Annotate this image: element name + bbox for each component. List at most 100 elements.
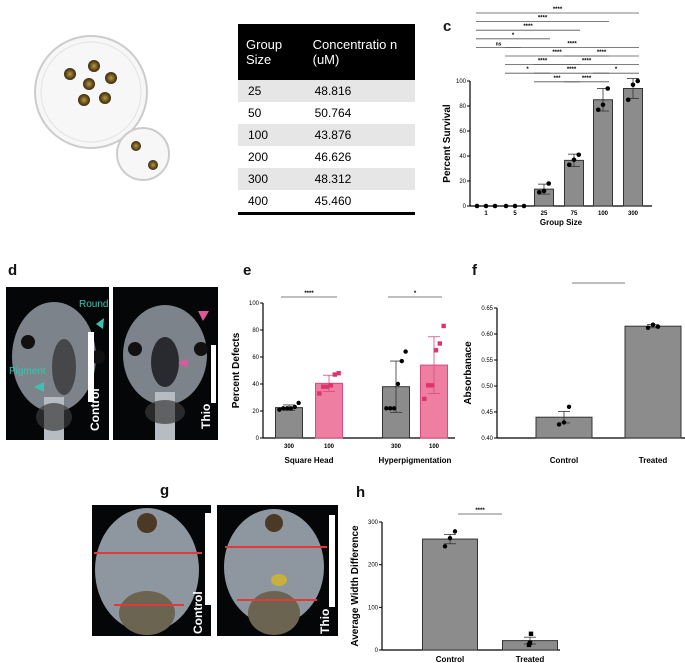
y-tick-label: 200 (368, 563, 379, 569)
scale-bar (211, 345, 216, 403)
data-point (492, 203, 498, 209)
small-petri-dish (116, 127, 170, 181)
significance-label: **** (553, 7, 563, 13)
table-row: 400 45.460 (238, 190, 415, 215)
data-point (296, 400, 301, 406)
bar (275, 407, 303, 439)
cell: 50 (248, 106, 262, 120)
data-point (317, 391, 322, 396)
pink-arrow-icon (198, 311, 209, 321)
data-point (655, 324, 661, 329)
y-tick-label: 40 (252, 382, 259, 388)
significance-label: **** (582, 59, 592, 65)
y-tick-label: 40 (459, 154, 466, 160)
data-point (399, 358, 404, 364)
pink-arrow-icon (178, 358, 188, 368)
data-point (433, 348, 439, 353)
y-tick-label: 0 (463, 204, 467, 210)
significance-label: **** (597, 50, 607, 56)
data-point (441, 323, 446, 329)
data-point (521, 203, 527, 209)
pigment-arrow-icon (34, 382, 44, 392)
y-axis-title: Percent Defects (231, 332, 242, 408)
significance-label: *** (553, 76, 561, 82)
data-point (630, 82, 636, 88)
table-row: 25 48.816 (238, 80, 415, 102)
group-label: Hyperpigmentation (379, 456, 452, 465)
y-tick-label: 80 (459, 104, 466, 110)
x-tick-label: 300 (391, 444, 402, 450)
y-tick-label: 0 (375, 648, 379, 654)
x-tick-label: 100 (598, 211, 609, 217)
concentration-table: Group Size Concentratio n (uM) 25 48.816 5… (238, 24, 415, 215)
x-tick-label: 25 (541, 211, 548, 217)
bar (422, 538, 478, 651)
cell: 300 (238, 168, 305, 190)
data-point (429, 383, 435, 388)
bar (624, 325, 682, 439)
cell: 25 (238, 80, 305, 102)
chart-percent-defects: 0 20 40 60 80 100 Percent Defects 300 100 300 100 S… (231, 291, 455, 465)
data-point (528, 631, 534, 636)
data-point (321, 384, 326, 389)
data-point (452, 529, 458, 534)
significance-label: **** (582, 76, 592, 82)
data-point (556, 422, 562, 427)
cell: 43.876 (304, 124, 415, 146)
data-point (395, 381, 401, 387)
y-tick-label: 300 (368, 520, 379, 526)
x-tick-label: 75 (571, 211, 578, 217)
y-axis-title: Absorbanace (463, 341, 474, 405)
y-axis-title: Percent Survival (442, 104, 453, 183)
data-point (474, 203, 480, 209)
data-point (566, 162, 572, 168)
data-point (483, 203, 489, 209)
data-point (447, 536, 453, 541)
cell: 50.764 (314, 106, 352, 120)
large-petri-dish (34, 35, 148, 149)
photo-caption-control: Control (88, 388, 102, 431)
table-row: 200 46.626 (238, 146, 415, 168)
x-tick-label: Treated (639, 456, 668, 465)
panel-label-e: e (243, 262, 252, 279)
scale-bar (329, 515, 335, 607)
panel-label-h: h (356, 484, 366, 501)
x-tick-label: 100 (324, 444, 335, 450)
panel-label-f: f (472, 262, 477, 279)
bar (564, 159, 584, 207)
y-tick-label: 60 (252, 355, 259, 361)
y-tick-label: 80 (252, 328, 259, 334)
data-point (403, 349, 408, 354)
y-tick-label: 0.60 (481, 332, 493, 338)
round-arrow-icon (96, 318, 104, 329)
y-axis-title: Average Width Difference (350, 525, 361, 647)
data-point (284, 406, 290, 411)
y-tick-label: 0 (256, 436, 260, 442)
petri-dishes-image (34, 35, 170, 181)
photo-caption-thio-g: Thio (318, 608, 332, 634)
bar (593, 99, 613, 207)
data-point (512, 203, 518, 209)
data-point (625, 97, 631, 103)
data-point (600, 102, 606, 108)
significance-label: **** (538, 59, 548, 65)
x-tick-label: 100 (429, 444, 440, 450)
x-tick-label: Control (436, 655, 464, 663)
data-point (605, 86, 611, 91)
y-tick-label: 0.55 (481, 358, 493, 364)
chart-absorbance: 0.40 0.45 0.50 0.55 0.60 0.65 Absorbanace Contr… (463, 280, 685, 465)
y-tick-label: 0.45 (481, 410, 493, 416)
data-point (635, 78, 641, 84)
tadpole-photo-control: Round Pigment Control (6, 287, 109, 440)
cell: 200 (248, 150, 269, 164)
bar (623, 88, 643, 207)
tadpole-photo-control-g: Control (92, 505, 211, 636)
y-tick-label: 0.40 (481, 436, 493, 442)
header-concentration: Concentratio n (uM) (304, 24, 415, 80)
significance-label: **** (304, 291, 314, 297)
y-tick-label: 0.65 (481, 306, 493, 312)
tadpole-photo-thio: Thio (113, 287, 218, 440)
x-tick-label: 300 (628, 211, 639, 217)
significance-label: * (414, 291, 417, 297)
